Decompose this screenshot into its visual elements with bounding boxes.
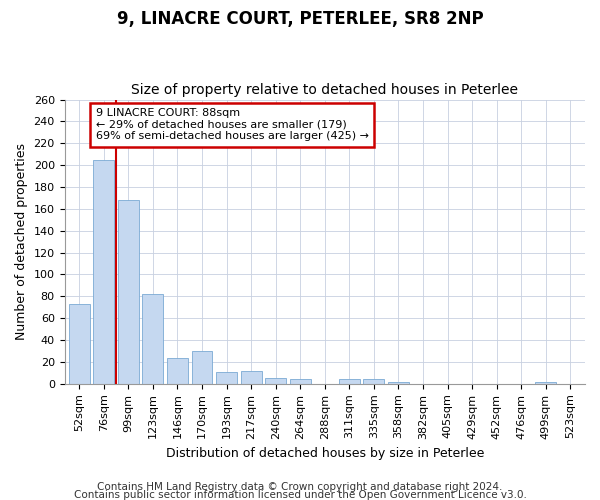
Bar — [364, 380, 384, 384]
Text: Contains HM Land Registry data © Crown copyright and database right 2024.: Contains HM Land Registry data © Crown c… — [97, 482, 503, 492]
Bar — [69, 304, 89, 384]
Text: 9 LINACRE COURT: 88sqm
← 29% of detached houses are smaller (179)
69% of semi-de: 9 LINACRE COURT: 88sqm ← 29% of detached… — [96, 108, 369, 142]
Bar — [290, 380, 311, 384]
Bar — [191, 351, 212, 384]
Title: Size of property relative to detached houses in Peterlee: Size of property relative to detached ho… — [131, 83, 518, 97]
Text: 9, LINACRE COURT, PETERLEE, SR8 2NP: 9, LINACRE COURT, PETERLEE, SR8 2NP — [116, 10, 484, 28]
Bar — [535, 382, 556, 384]
Bar — [118, 200, 139, 384]
Bar — [142, 294, 163, 384]
Bar — [339, 380, 360, 384]
Bar — [94, 160, 114, 384]
Y-axis label: Number of detached properties: Number of detached properties — [15, 143, 28, 340]
X-axis label: Distribution of detached houses by size in Peterlee: Distribution of detached houses by size … — [166, 447, 484, 460]
Bar — [167, 358, 188, 384]
Bar — [241, 370, 262, 384]
Bar — [216, 372, 237, 384]
Bar — [388, 382, 409, 384]
Bar — [265, 378, 286, 384]
Text: Contains public sector information licensed under the Open Government Licence v3: Contains public sector information licen… — [74, 490, 526, 500]
